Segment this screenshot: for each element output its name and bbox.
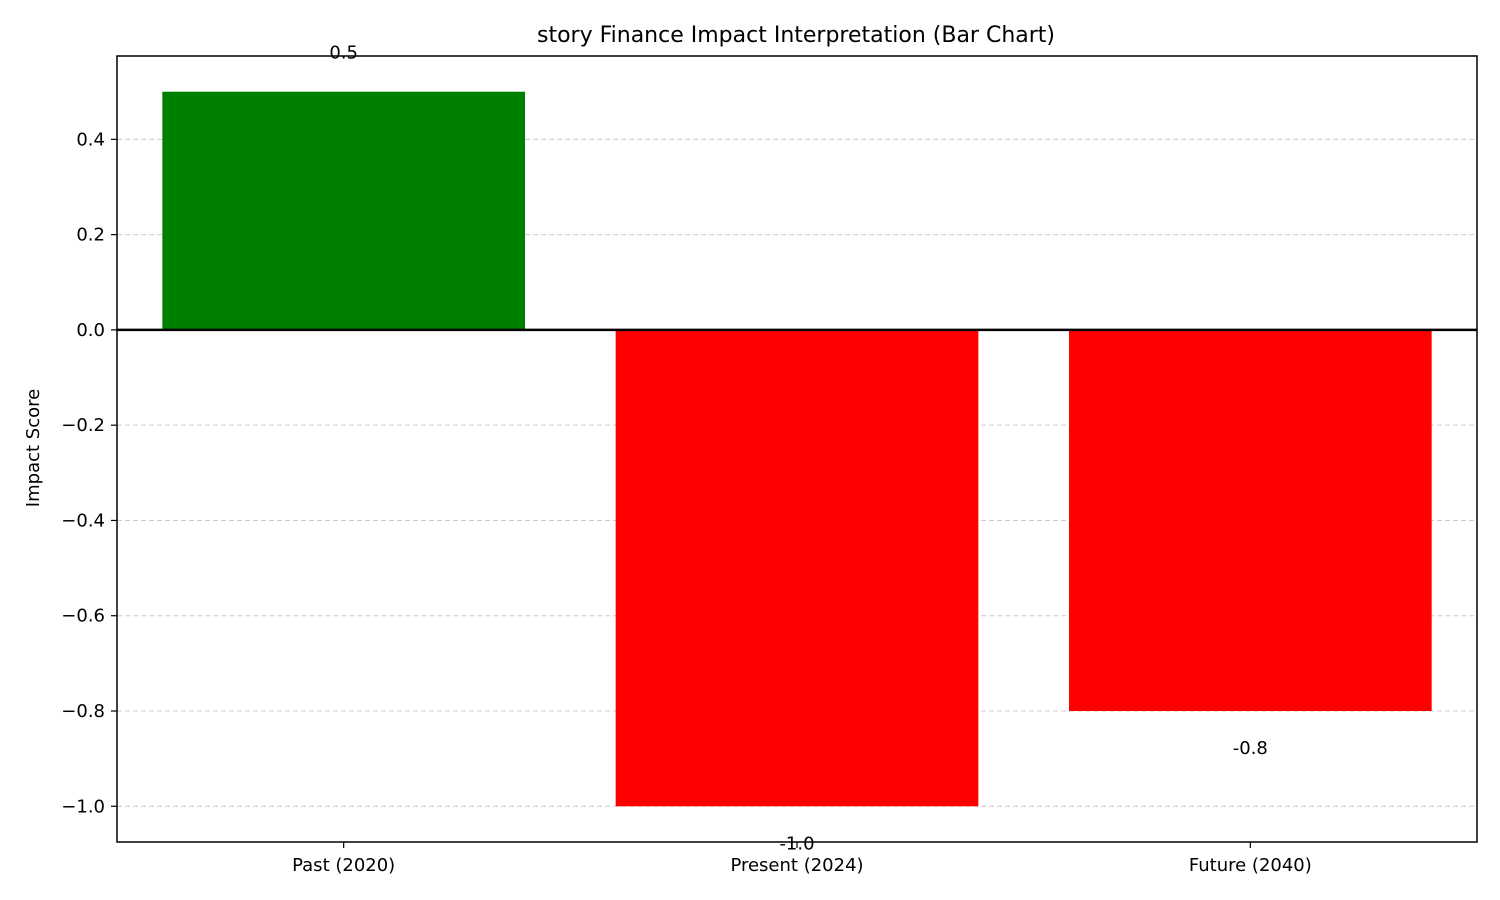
x-tick-label: Past (2020) [292, 855, 395, 876]
y-tick-label: 0.4 [76, 129, 105, 150]
x-tick-label: Future (2040) [1189, 855, 1312, 876]
data-label: -1.0 [779, 833, 814, 854]
y-tick-label: 0.2 [76, 225, 105, 246]
data-label: 0.5 [329, 43, 358, 64]
y-tick-label: −0.6 [61, 606, 105, 627]
bar [615, 329, 979, 807]
bar [162, 91, 526, 330]
x-axis-ticks: Past (2020) Present (2024) Future (2040) [292, 842, 1312, 876]
x-tick-label: Present (2024) [730, 855, 863, 876]
y-tick-label: −0.4 [61, 510, 105, 531]
chart-title: story Finance Impact Interpretation (Bar… [537, 23, 1055, 48]
y-tick-label: 0.0 [76, 320, 105, 341]
y-tick-label: −0.8 [61, 701, 105, 722]
data-label: -0.8 [1233, 738, 1268, 759]
y-tick-label: −1.0 [61, 796, 105, 817]
y-tick-label: −0.2 [61, 415, 105, 436]
y-axis-label: Impact Score [23, 389, 44, 507]
bar [1069, 329, 1432, 711]
bars [162, 91, 1432, 807]
y-axis-ticks: 0.4 0.2 0.0 −0.2 −0.4 −0.6 −0.8 −1.0 [61, 129, 117, 817]
data-labels: 0.5 -1.0 -0.8 [329, 43, 1268, 855]
